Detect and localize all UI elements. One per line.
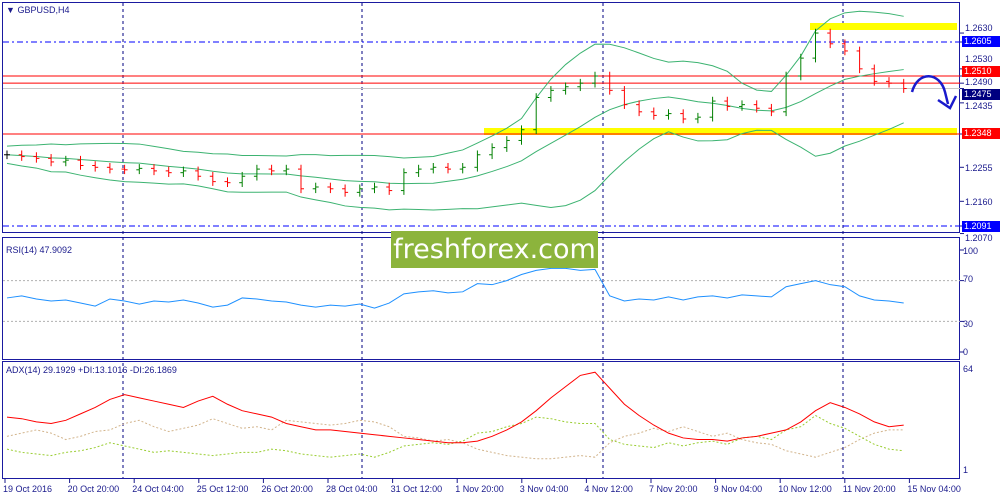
symbol-dropdown[interactable]: ▼ GBPUSD,H4 xyxy=(6,5,69,16)
time-label: 15 Nov 04:00 xyxy=(907,484,961,494)
time-label: 24 Oct 04:00 xyxy=(132,484,184,494)
time-label: 28 Oct 04:00 xyxy=(326,484,378,494)
bollinger-upper xyxy=(6,10,904,159)
time-label: 19 Oct 2016 xyxy=(3,484,53,494)
price-marker-bid: 1.2475 xyxy=(962,89,1000,100)
adx-level: 1 xyxy=(963,465,969,475)
time-label: 11 Nov 20:00 xyxy=(842,484,896,494)
rsi-level: 0 xyxy=(963,347,969,357)
price-tick: 1.2530 xyxy=(965,54,993,64)
bollinger-middle xyxy=(6,69,904,185)
price-tick: 1.2490 xyxy=(965,77,993,87)
dropdown-arrow-icon: ▼ xyxy=(6,5,15,15)
watermark-logo: freshforex.com xyxy=(391,231,598,268)
time-label: 31 Oct 12:00 xyxy=(390,484,443,494)
time-label: 25 Oct 12:00 xyxy=(196,484,249,494)
symbol-title: GBPUSD,H4 xyxy=(17,5,70,15)
price-tick: 1.2435 xyxy=(965,101,993,111)
price-marker-1.2091: 1.2091 xyxy=(962,221,1000,232)
minus-di-line xyxy=(6,418,904,460)
rsi-level: 70 xyxy=(963,274,974,284)
time-label: 1 Nov 20:00 xyxy=(455,484,504,494)
price-tick: 1.2255 xyxy=(965,163,993,173)
price-marker-1.2510: 1.2510 xyxy=(962,66,1000,77)
time-label: 20 Oct 20:00 xyxy=(67,484,120,494)
price-tick: 1.2630 xyxy=(965,23,993,33)
price-tick: 1.2070 xyxy=(965,233,993,243)
time-label: 9 Nov 04:00 xyxy=(713,484,763,494)
adx-level: 64 xyxy=(963,364,974,374)
price-marker-1.2605: 1.2605 xyxy=(962,36,1000,47)
price-marker-1.2348: 1.2348 xyxy=(962,128,1000,139)
plus-di-line xyxy=(6,414,904,458)
rsi-line xyxy=(6,267,904,309)
support-zone xyxy=(484,128,957,135)
forecast-arrow-head xyxy=(937,95,958,110)
time-label: 3 Nov 04:00 xyxy=(519,484,569,494)
time-label: 10 Nov 12:00 xyxy=(778,484,832,494)
forecast-arrow xyxy=(910,75,950,105)
rsi-level: 100 xyxy=(963,246,979,256)
adx-line xyxy=(6,371,904,444)
time-label: 4 Nov 12:00 xyxy=(584,484,633,494)
rsi-level: 30 xyxy=(963,319,974,329)
resistance-zone xyxy=(810,23,957,30)
price-tick: 1.2160 xyxy=(965,197,993,207)
rsi-title: RSI(14) 47.9092 xyxy=(6,245,73,255)
adx-panel-frame xyxy=(2,361,960,479)
time-label: 7 Nov 20:00 xyxy=(649,484,698,494)
bollinger-lower xyxy=(6,122,904,211)
time-label: 26 Oct 20:00 xyxy=(261,484,313,494)
adx-title: ADX(14) 29.1929 +DI:13.1016 -DI:26.1869 xyxy=(6,365,177,375)
